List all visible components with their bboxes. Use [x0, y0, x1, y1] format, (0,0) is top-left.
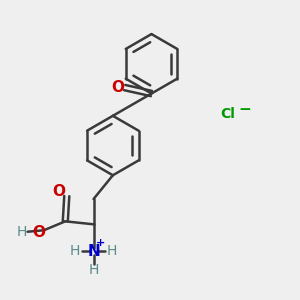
Text: O: O — [32, 225, 45, 240]
Text: N: N — [87, 244, 100, 259]
Text: O: O — [112, 80, 125, 95]
Text: O: O — [52, 184, 65, 199]
Text: H: H — [107, 244, 117, 258]
Text: H: H — [70, 244, 80, 258]
Text: Cl: Cl — [220, 107, 235, 121]
Text: +: + — [95, 238, 105, 248]
Text: H: H — [88, 263, 99, 277]
Text: −: − — [238, 102, 251, 117]
Text: H: H — [17, 225, 27, 239]
